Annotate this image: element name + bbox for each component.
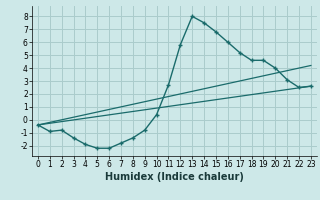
X-axis label: Humidex (Indice chaleur): Humidex (Indice chaleur) (105, 172, 244, 182)
